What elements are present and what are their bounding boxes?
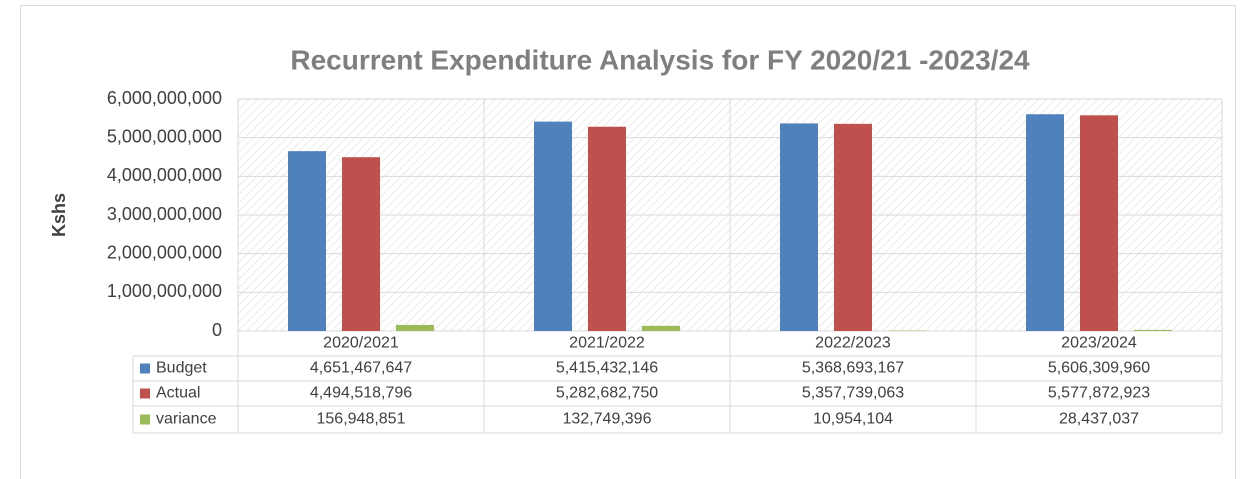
table-value: 156,948,851 — [317, 411, 406, 428]
legend-label: Budget — [156, 360, 207, 377]
table-value: 5,282,682,750 — [556, 385, 658, 402]
y-tick-label: 4,000,000,000 — [107, 165, 222, 185]
table-value: 5,368,693,167 — [802, 360, 904, 377]
y-axis-label: Kshs — [49, 193, 69, 237]
y-tick-label: 3,000,000,000 — [107, 204, 222, 224]
bar — [534, 121, 572, 331]
bar — [396, 324, 434, 331]
table-value: 28,437,037 — [1059, 411, 1139, 428]
bar — [1026, 114, 1064, 331]
table-value: 4,651,467,647 — [310, 360, 412, 377]
bar — [1080, 115, 1118, 331]
y-tick-label: 5,000,000,000 — [107, 126, 222, 146]
x-tick-label: 2022/2023 — [815, 335, 891, 352]
y-tick-label: 0 — [212, 320, 222, 340]
bar — [834, 123, 872, 331]
table-value: 10,954,104 — [813, 411, 893, 428]
chart-border — [20, 5, 1236, 479]
bar — [780, 123, 818, 332]
x-tick-label: 2021/2022 — [569, 335, 645, 352]
chart-title: Recurrent Expenditure Analysis for FY 20… — [290, 44, 1030, 75]
table-value: 132,749,396 — [563, 411, 652, 428]
table-value: 4,494,518,796 — [310, 385, 412, 402]
legend-label: Actual — [156, 385, 200, 402]
table-value: 5,577,872,923 — [1048, 385, 1150, 402]
bar — [1134, 329, 1172, 331]
x-tick-label: 2020/2021 — [323, 335, 399, 352]
table-value: 5,415,432,146 — [556, 360, 658, 377]
y-tick-label: 6,000,000,000 — [107, 88, 222, 108]
table-value: 5,357,739,063 — [802, 385, 904, 402]
legend-label: variance — [156, 411, 217, 428]
bar — [342, 157, 380, 331]
legend-swatch — [140, 414, 150, 425]
legend-swatch — [140, 363, 150, 374]
bar — [588, 126, 626, 331]
y-tick-label: 2,000,000,000 — [107, 242, 222, 262]
x-tick-label: 2023/2024 — [1061, 335, 1137, 352]
y-tick-label: 1,000,000,000 — [107, 281, 222, 301]
bar — [642, 325, 680, 331]
table-value: 5,606,309,960 — [1048, 360, 1150, 377]
legend-swatch — [140, 388, 150, 399]
bar — [288, 151, 326, 331]
